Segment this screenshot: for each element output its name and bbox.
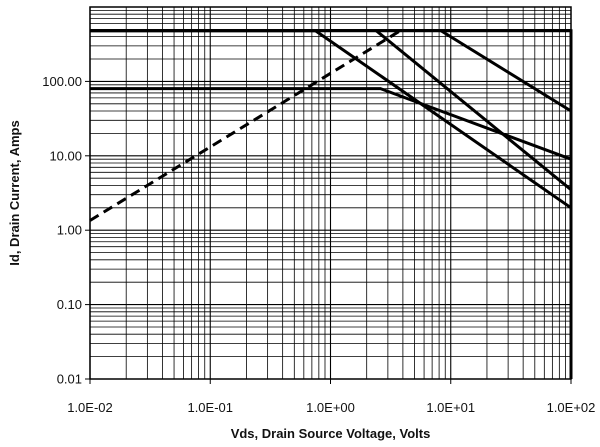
series-line-4 (440, 29, 572, 113)
x-tick-label: 1.0E+01 (426, 400, 475, 415)
axis-ticks: 1.0E-02 1.0E-01 1.0E+00 1.0E+01 1.0E+02 0.01 0… (42, 74, 595, 415)
x-tick-label: 1.0E-02 (67, 400, 113, 415)
grid-lines (89, 7, 571, 380)
y-tick-label: 100.00 (42, 74, 82, 89)
series-line-6 (89, 29, 402, 222)
y-tick-label: 1.00 (57, 223, 82, 238)
x-tick-label: 1.0E-01 (187, 400, 233, 415)
y-axis-title: Id, Drain Current, Amps (7, 120, 22, 265)
x-tick-label: 1.0E+02 (547, 400, 596, 415)
x-tick-label: 1.0E+00 (306, 400, 355, 415)
series-line-3 (90, 87, 572, 161)
y-tick-label: 0.01 (57, 372, 82, 387)
y-tick-label: 0.10 (57, 297, 82, 312)
x-axis-title: Vds, Drain Source Voltage, Volts (231, 426, 431, 441)
series-line-2 (375, 29, 572, 191)
y-tick-label: 10.00 (49, 148, 82, 163)
